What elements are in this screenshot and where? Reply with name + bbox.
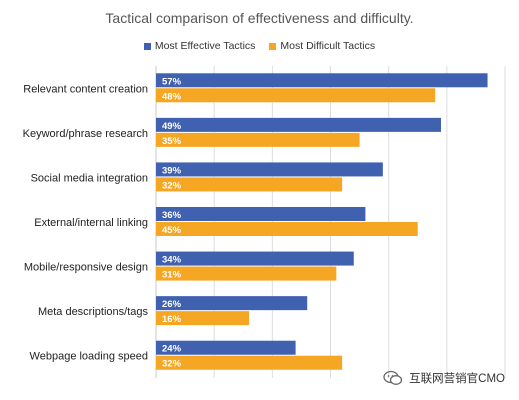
data-label: 32% — [162, 180, 182, 191]
bar-difficult — [156, 355, 343, 370]
legend-swatch-difficult — [269, 42, 277, 50]
watermark-text: 互联网营销官CMO — [409, 373, 505, 385]
legend-label-effective: Most Effective Tactics — [154, 40, 256, 52]
bar-difficult — [156, 88, 436, 103]
data-label: 57% — [162, 76, 182, 87]
chart-title: Tactical comparison of effectiveness and… — [105, 10, 414, 26]
category-label: Relevant content creation — [23, 83, 148, 95]
category-label: Meta descriptions/tags — [38, 306, 149, 318]
data-label: 36% — [162, 210, 182, 221]
data-label: 32% — [162, 359, 182, 370]
data-label: 35% — [162, 136, 182, 147]
bar-effective — [156, 162, 383, 177]
bar-effective — [156, 340, 296, 355]
category-label: Keyword/phrase research — [23, 128, 148, 140]
bar-effective — [156, 251, 354, 266]
data-label: 39% — [162, 165, 182, 176]
legend-label-difficult: Most Difficult Tactics — [280, 40, 376, 52]
legend-item-effective: Most Effective Tactics — [143, 40, 256, 52]
bar-effective — [156, 73, 488, 88]
data-label: 48% — [162, 91, 182, 102]
data-label: 31% — [162, 270, 182, 281]
data-label: 34% — [162, 255, 182, 266]
wechat-icon — [383, 370, 403, 385]
bar-effective — [156, 117, 442, 132]
legend-swatch-effective — [143, 42, 151, 50]
category-label: Mobile/responsive design — [24, 262, 148, 274]
category-label: Social media integration — [31, 172, 148, 184]
bar-difficult — [156, 222, 418, 236]
bar-effective — [156, 296, 308, 311]
bar-effective — [156, 207, 366, 221]
data-label: 24% — [162, 344, 182, 355]
category-label: Webpage loading speed — [30, 351, 148, 363]
data-label: 49% — [162, 121, 182, 132]
data-label: 45% — [162, 225, 182, 236]
watermark: 互联网营销官CMO — [383, 370, 505, 386]
bar-difficult — [156, 266, 337, 281]
category-label: External/internal linking — [34, 217, 148, 229]
legend-item-difficult: Most Difficult Tactics — [269, 40, 375, 52]
bar-difficult — [156, 311, 250, 326]
bar-difficult — [156, 177, 343, 192]
data-label: 16% — [162, 314, 182, 325]
legend: Most Effective Tactics Most Difficult Ta… — [0, 40, 519, 52]
bar-difficult — [156, 132, 360, 147]
data-label: 26% — [162, 299, 182, 310]
